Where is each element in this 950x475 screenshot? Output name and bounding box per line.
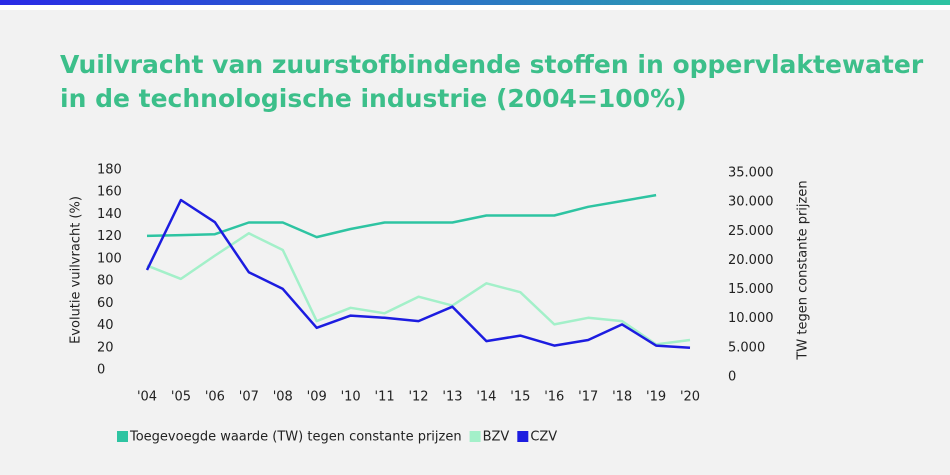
y-axis-title: Evolutie vuilvracht (%) [69,196,84,344]
x-tick-label: '13 [442,390,462,405]
y2-tick-label: 15.000 [728,282,774,297]
y2-tick-label: 10.000 [728,311,774,326]
x-tick-label: '08 [273,390,293,405]
x-tick-label: '17 [578,390,598,405]
series-line [145,198,691,350]
panel [0,10,950,475]
x-tick-label: '04 [137,390,157,405]
y-tick-label: 100 [97,251,122,266]
legend-label: BZV [483,430,510,445]
x-tick-label: '09 [307,390,327,405]
x-tick-label: '18 [612,390,632,405]
x-tick-label: '16 [544,390,564,405]
legend-swatch [117,431,128,442]
y-tick-label: 140 [97,207,122,222]
y2-tick-label: 0 [728,370,736,385]
legend-label: Toegevoegde waarde (TW) tegen constante … [129,430,462,445]
legend-swatch [469,431,481,442]
series-line [146,193,657,239]
x-tick-label: '05 [171,390,191,405]
top-bar [0,0,950,5]
y-tick-label: 0 [97,363,105,378]
y2-tick-label: 20.000 [728,253,774,268]
y-tick-label: 180 [97,163,122,178]
y2-axis-title: TW tegen constante prijzen [796,180,811,360]
y2-tick-label: 5.000 [728,340,765,355]
x-tick-label: '07 [239,390,259,405]
x-tick-label: '06 [205,390,225,405]
y-tick-label: 40 [97,318,114,333]
legend-swatch [517,431,529,442]
y-tick-label: 160 [97,185,122,200]
y2-tick-label: 25.000 [728,224,774,239]
y2-tick-label: 35.000 [728,166,774,181]
x-tick-label: '15 [510,390,530,405]
y-tick-label: 20 [97,340,114,355]
legend-label: CZV [530,430,557,445]
x-tick-label: '11 [375,390,395,405]
x-tick-label: '19 [646,390,666,405]
x-tick-label: '10 [341,390,361,405]
chart-title: Vuilvracht van zuurstofbindende stoffen … [60,50,924,79]
y2-tick-label: 30.000 [728,195,774,210]
x-tick-label: '14 [476,390,496,405]
y-tick-label: 120 [97,229,122,244]
series-line [146,232,691,346]
y-tick-label: 60 [97,296,114,311]
x-tick-label: '12 [408,390,428,405]
x-tick-label: '20 [680,390,700,405]
chart-title: in de technologische industrie (2004=100… [60,84,687,113]
y-tick-label: 80 [97,274,114,289]
